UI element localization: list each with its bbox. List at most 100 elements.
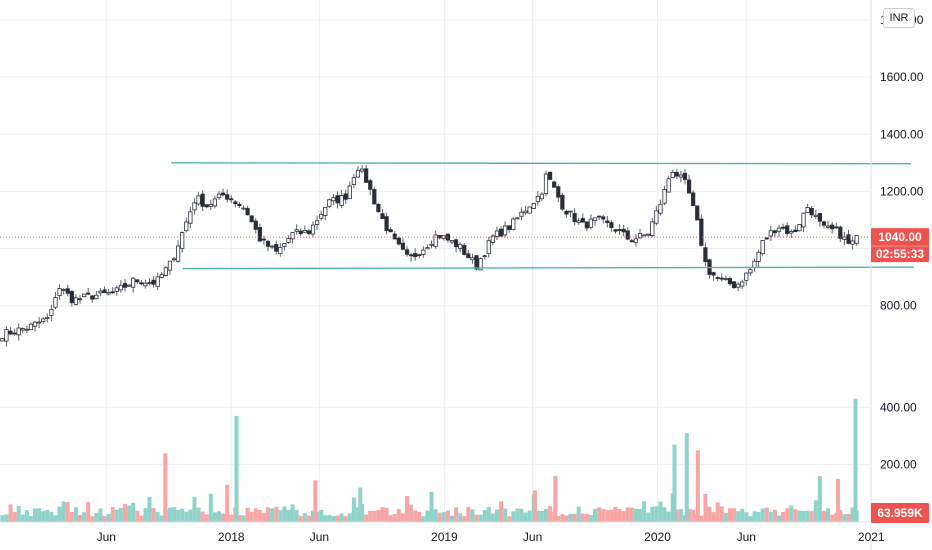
volume-value-label: 63.959K xyxy=(877,506,923,520)
candle-body xyxy=(225,194,230,200)
price-badges: 1040.00 02:55:33 63.959K xyxy=(871,228,929,523)
volume-bar xyxy=(192,496,197,522)
volume-bar xyxy=(28,516,33,522)
volume-bar xyxy=(490,513,495,522)
candle-body xyxy=(768,230,773,237)
candle-body xyxy=(547,171,553,180)
candle-body xyxy=(686,179,692,194)
volume-spike-bar xyxy=(358,487,363,522)
candle-body xyxy=(556,186,561,198)
volume-bar xyxy=(727,508,732,522)
candle-body xyxy=(421,249,426,255)
volume-spike-bar xyxy=(313,480,318,522)
volume-bar xyxy=(131,502,136,522)
candle-body xyxy=(572,213,577,223)
candle-body xyxy=(229,198,234,201)
candle-body xyxy=(699,218,704,246)
candle-body xyxy=(41,318,46,323)
candle-body xyxy=(617,229,622,231)
volume-bar xyxy=(65,502,70,522)
volume-bar xyxy=(621,511,626,522)
volume-bar xyxy=(135,510,140,522)
candle-body xyxy=(842,236,847,240)
volume-bar xyxy=(266,507,271,522)
candle-body xyxy=(98,290,103,294)
volume-bar xyxy=(556,515,561,522)
volume-bar xyxy=(335,515,340,522)
candle-body xyxy=(498,228,504,237)
candle-body xyxy=(45,316,50,319)
candle-body xyxy=(580,218,585,223)
candle-body xyxy=(462,244,467,255)
volume-bar xyxy=(405,496,410,522)
candle-body xyxy=(339,195,344,206)
volume-bar xyxy=(347,513,352,522)
candle-body xyxy=(298,230,303,235)
volume-bar xyxy=(184,511,189,522)
volume-bar xyxy=(306,515,311,522)
candle-body xyxy=(208,203,213,207)
candle-body xyxy=(265,240,271,247)
volume-bar xyxy=(241,515,246,522)
candle-body xyxy=(94,294,99,300)
candle-body xyxy=(294,229,299,232)
candle-body xyxy=(846,234,851,244)
candle-body xyxy=(372,189,377,205)
volume-bar xyxy=(605,510,610,522)
candle-body xyxy=(409,254,414,257)
volume-bar xyxy=(86,502,91,522)
candle-body xyxy=(482,255,487,258)
candle-body xyxy=(854,235,859,244)
candle-body xyxy=(834,226,839,229)
volume-bar xyxy=(0,515,5,522)
volume-bar xyxy=(732,508,737,522)
time-tick-label: 2020 xyxy=(644,530,671,544)
volume-bar xyxy=(850,507,855,522)
candle-body xyxy=(817,213,822,222)
volume-bar xyxy=(319,509,324,522)
candle-body xyxy=(695,205,700,221)
candle-body xyxy=(253,220,258,230)
volume-bar xyxy=(560,514,565,522)
candle-body xyxy=(666,178,671,193)
volume-bar xyxy=(8,504,13,522)
candle-body xyxy=(805,207,810,214)
volume-bars xyxy=(0,398,859,522)
candle-body xyxy=(126,284,132,287)
trendline-resistance xyxy=(171,162,911,165)
candle-body xyxy=(642,234,647,237)
candle-body xyxy=(703,247,708,263)
volume-bar xyxy=(462,516,467,522)
volume-bar xyxy=(507,516,512,522)
volume-bar xyxy=(723,513,728,522)
candle-body xyxy=(114,287,119,292)
volume-bar xyxy=(425,510,430,522)
candle-body xyxy=(122,283,128,288)
candle-body xyxy=(490,235,495,243)
candle-body xyxy=(756,251,761,262)
currency-badge[interactable]: INR xyxy=(883,8,915,28)
volume-bar xyxy=(494,509,499,522)
candle-body xyxy=(151,279,156,285)
candle-body xyxy=(327,199,332,208)
candle-body xyxy=(760,240,765,255)
candle-body xyxy=(257,227,262,242)
candle-body xyxy=(106,292,111,295)
candle-body xyxy=(86,292,91,295)
candle-body xyxy=(821,221,827,226)
candle-body xyxy=(474,255,479,270)
volume-bar xyxy=(118,508,123,522)
candle-body xyxy=(588,218,594,228)
candle-body xyxy=(625,230,630,240)
candle-body xyxy=(503,225,508,236)
candle-body xyxy=(637,233,643,239)
volume-bar xyxy=(658,501,663,522)
volume-bar xyxy=(793,509,798,522)
volume-bar xyxy=(364,514,369,522)
volume-bar xyxy=(323,515,328,522)
candle-body xyxy=(0,338,5,342)
candle-body xyxy=(286,238,291,243)
